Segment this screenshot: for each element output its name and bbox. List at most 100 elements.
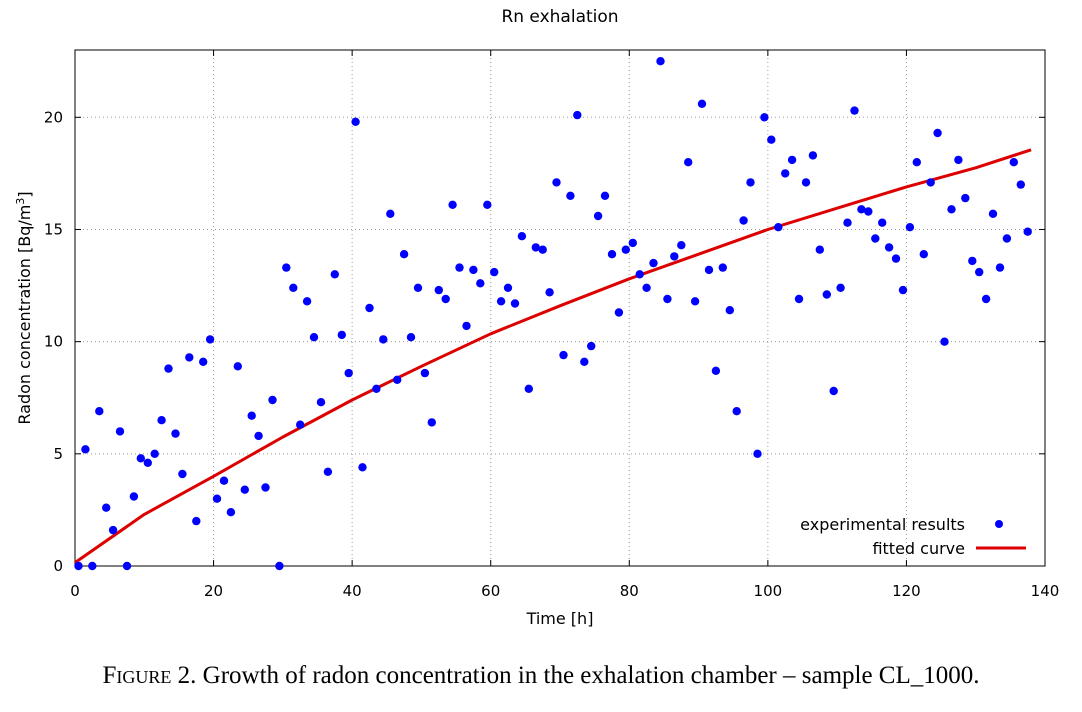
data-point xyxy=(358,463,367,472)
data-point xyxy=(240,485,249,494)
data-point xyxy=(483,200,492,209)
data-point xyxy=(968,256,977,266)
data-point xyxy=(954,155,963,165)
data-point xyxy=(199,357,208,366)
data-point xyxy=(434,285,443,295)
legend-marker-experimental xyxy=(995,520,1003,528)
data-point xyxy=(462,321,471,331)
data-point xyxy=(1016,180,1025,189)
data-point xyxy=(476,279,485,288)
data-point xyxy=(864,207,873,216)
data-point xyxy=(573,110,582,120)
data-point xyxy=(836,283,845,292)
data-point xyxy=(503,283,513,292)
data-point xyxy=(296,420,305,429)
data-point xyxy=(988,209,998,218)
data-point xyxy=(947,205,956,214)
data-point xyxy=(704,265,714,275)
data-point xyxy=(787,155,797,165)
data-point xyxy=(95,407,104,416)
data-point xyxy=(898,285,908,295)
x-tick-label: 140 xyxy=(1031,582,1060,600)
data-point xyxy=(545,288,554,297)
data-point xyxy=(559,350,568,360)
data-point xyxy=(600,191,610,200)
data-point xyxy=(74,561,83,571)
data-point xyxy=(337,330,346,340)
data-point xyxy=(490,267,499,277)
data-point xyxy=(711,366,721,375)
data-point xyxy=(219,476,229,485)
data-point xyxy=(275,561,284,571)
x-tick-label: 0 xyxy=(70,582,80,600)
data-point xyxy=(677,241,686,250)
data-point xyxy=(108,525,118,535)
data-point xyxy=(815,245,824,254)
data-point xyxy=(808,151,818,160)
data-point xyxy=(607,250,617,259)
data-point xyxy=(774,223,783,232)
data-point xyxy=(884,243,894,252)
data-point xyxy=(136,454,145,463)
data-point xyxy=(663,294,672,304)
data-point xyxy=(725,306,734,315)
data-point xyxy=(351,117,360,127)
data-point xyxy=(614,308,624,317)
data-point xyxy=(233,362,242,371)
data-point xyxy=(670,252,679,261)
y-axis-label-superscript: 3 xyxy=(14,198,27,205)
data-point xyxy=(919,250,928,259)
data-point xyxy=(302,297,312,306)
data-point xyxy=(995,263,1005,272)
data-point xyxy=(129,492,139,501)
y-axis-label-end: ] xyxy=(15,191,34,197)
data-point xyxy=(801,178,811,187)
data-point xyxy=(247,411,256,420)
data-point xyxy=(164,364,173,373)
data-point xyxy=(822,290,831,299)
fitted-curve-line xyxy=(74,148,1032,564)
data-point xyxy=(621,245,630,254)
axis-ticks: 0 20 40 60 80 100 120 140 0 5 10 15 20 xyxy=(44,50,1059,600)
x-tick-label: 20 xyxy=(204,582,223,600)
data-point xyxy=(531,243,540,252)
y-axis-label: Radon concentration [Bq/m3] xyxy=(14,191,34,424)
data-point xyxy=(157,416,166,425)
data-point xyxy=(1023,227,1032,236)
x-tick-label: 120 xyxy=(892,582,921,600)
legend: experimental results fitted curve xyxy=(800,515,1026,558)
x-tick-label: 80 xyxy=(620,582,639,600)
data-point xyxy=(330,270,339,279)
fitted-curve-layer xyxy=(74,148,1032,564)
data-point xyxy=(344,368,353,378)
legend-label-experimental: experimental results xyxy=(800,515,965,534)
data-point xyxy=(88,561,97,571)
data-point xyxy=(538,245,547,254)
data-point xyxy=(261,483,270,492)
data-point xyxy=(226,508,236,517)
data-point xyxy=(843,218,852,227)
data-point xyxy=(739,216,748,225)
data-point xyxy=(393,375,402,384)
data-point xyxy=(115,427,125,436)
data-point xyxy=(372,384,381,393)
y-axis-label-main: Radon concentration [Bq/m xyxy=(15,205,34,425)
data-point xyxy=(593,211,603,221)
data-point xyxy=(323,467,333,476)
data-point xyxy=(891,254,901,263)
data-point xyxy=(254,431,263,441)
data-point xyxy=(781,169,790,178)
data-point xyxy=(178,469,187,479)
data-point xyxy=(926,178,935,187)
chart-svg: Rn exhalation 0 20 40 60 80 100 120 140 0 5 10 15 20… xyxy=(14,7,1059,628)
data-point xyxy=(857,205,866,214)
data-point xyxy=(496,297,506,306)
data-point xyxy=(455,263,464,272)
data-point xyxy=(684,158,693,167)
y-tick-label: 5 xyxy=(53,445,63,463)
data-point xyxy=(427,418,436,427)
data-point xyxy=(940,337,949,346)
data-point xyxy=(628,238,637,248)
y-tick-label: 15 xyxy=(44,220,63,238)
data-point xyxy=(316,398,326,407)
